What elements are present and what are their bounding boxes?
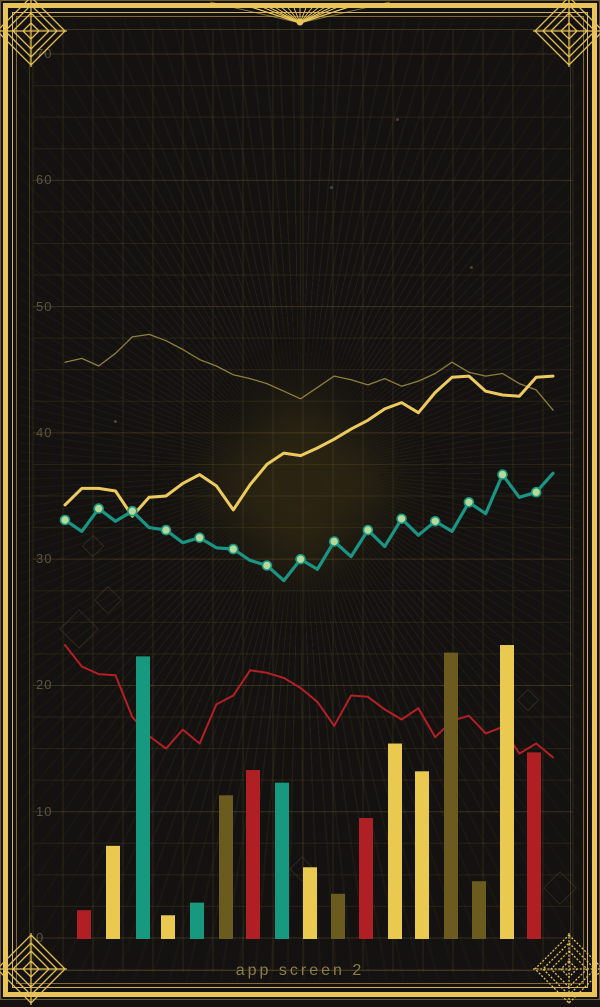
data-point-marker [463, 496, 475, 508]
data-point-marker [194, 532, 205, 544]
data-point-markers [59, 469, 542, 571]
data-point-marker [160, 524, 172, 536]
corner-ornament-top-right [533, 0, 600, 67]
y-axis-label: 0 [36, 930, 45, 945]
grid-lines [32, 30, 574, 972]
y-axis-label: 60 [36, 172, 53, 188]
bar-red [359, 818, 373, 939]
y-axis-label: 30 [36, 551, 53, 567]
data-point-marker [328, 536, 340, 547]
bar-gold [388, 743, 402, 939]
gold-bold-line [63, 374, 555, 518]
data-point-marker [530, 486, 542, 498]
data-point-marker [429, 515, 441, 527]
bar-teal [190, 902, 204, 939]
data-point-marker [59, 514, 71, 526]
teal-line [63, 471, 555, 583]
bar-olive [331, 893, 345, 939]
data-point-marker [295, 553, 306, 565]
y-axis-label: 50 [36, 298, 53, 314]
sparkle-dot [114, 420, 117, 423]
fan-ornament [209, 1, 391, 26]
corner-ornament-top-left [0, 0, 67, 67]
data-point-marker [228, 543, 239, 555]
bar-olive [472, 881, 486, 939]
bar-series [77, 645, 541, 939]
y-axis-label: 40 [36, 424, 53, 440]
bar-gold [161, 915, 175, 939]
corner-ornament-bottom-left [0, 933, 67, 1005]
bar-gold [500, 645, 514, 939]
corner-ornament-bottom-right [533, 933, 600, 1005]
page-title: app screen 2 [235, 962, 365, 979]
y-axis-label: 20 [36, 677, 53, 693]
bar-red [77, 910, 91, 939]
bar-gold [106, 845, 120, 939]
bar-olive [219, 795, 233, 939]
bar-red [527, 752, 541, 939]
y-axis-label: 70 [36, 46, 53, 62]
data-point-marker [261, 560, 273, 571]
data-point-marker [396, 513, 407, 525]
bar-teal [275, 782, 289, 939]
bar-gold [303, 867, 317, 939]
bar-red [246, 770, 260, 939]
data-point-marker [362, 524, 374, 536]
data-point-marker [127, 505, 138, 517]
y-axis-label: 10 [36, 803, 53, 819]
bar-olive [444, 652, 458, 939]
bar-gold [415, 771, 429, 939]
bar-teal [136, 656, 150, 939]
data-point-marker [93, 503, 104, 514]
fan-apex [296, 18, 304, 26]
sparkle-dot [330, 186, 333, 189]
sparkle-dot [396, 118, 399, 121]
gold-thin-line [64, 333, 554, 411]
sparkle-dot [470, 266, 473, 269]
data-point-marker [497, 469, 508, 480]
